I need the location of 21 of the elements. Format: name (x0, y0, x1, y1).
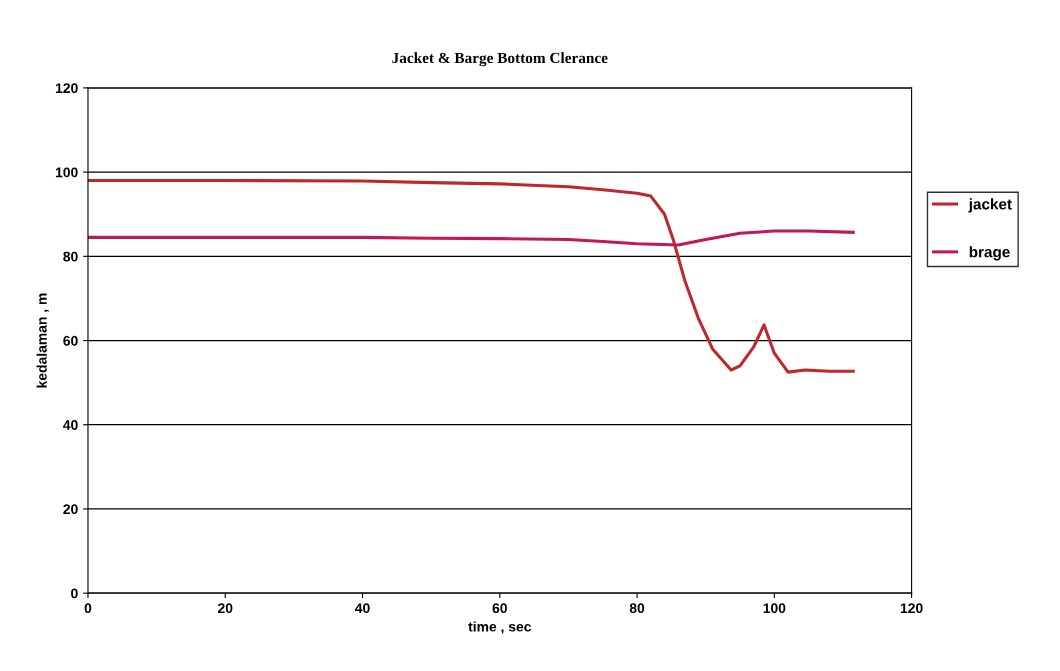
line-series (87, 179, 855, 374)
y-tick-label: 80 (63, 251, 78, 262)
legend-label: brage (969, 246, 1010, 261)
y-tick-label: 100 (55, 167, 78, 178)
y-axis-title: kedalaman , m (36, 293, 49, 388)
y-tick-label: 20 (63, 504, 78, 515)
y-tick-label: 40 (63, 420, 78, 430)
x-tick-label: 100 (763, 603, 786, 614)
x-tick-label: 40 (355, 603, 370, 614)
x-axis-title: time , sec (468, 621, 532, 634)
x-tick-label: 80 (629, 603, 645, 614)
line-series (87, 229, 855, 247)
y-tick-label: 120 (55, 83, 78, 94)
y-tick-label: 60 (63, 335, 78, 346)
y-tick-label: 0 (71, 588, 78, 599)
x-tick-label: 0 (84, 603, 92, 614)
legend-label: jacket (968, 198, 1012, 213)
x-tick-label: 120 (900, 603, 923, 614)
x-tick-label: 60 (492, 603, 507, 614)
x-tick-label: 20 (218, 603, 233, 614)
chart-title: Jacket & Barge Bottom Clerance (392, 52, 608, 67)
